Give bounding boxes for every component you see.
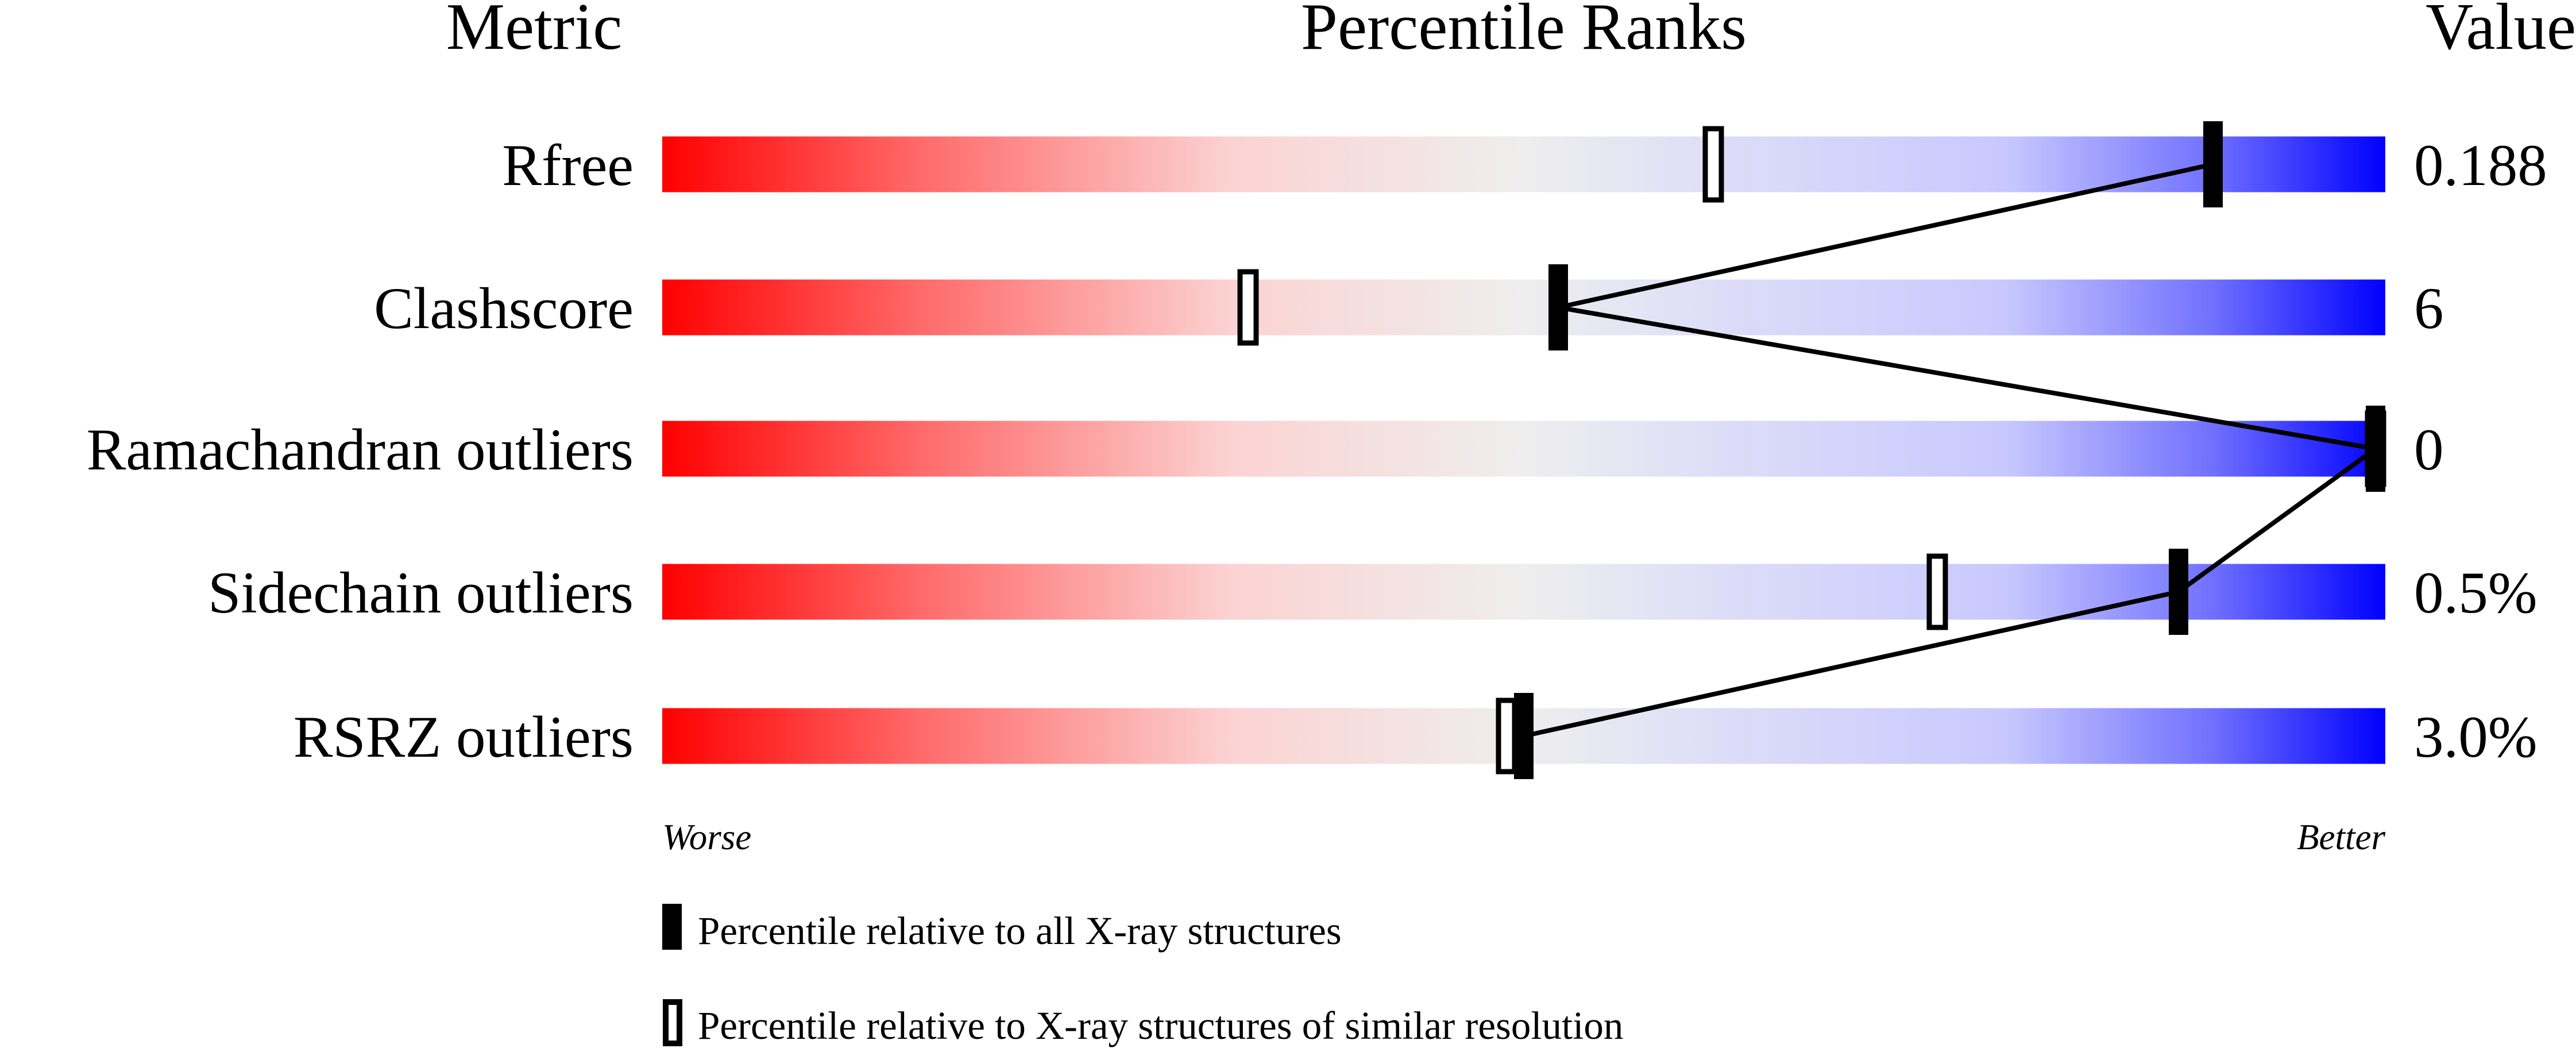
percentile-bar — [662, 279, 2385, 336]
marker-similar-resolution — [1702, 126, 1724, 203]
metric-label: Sidechain outliers — [208, 560, 634, 626]
legend-open-marker — [663, 999, 682, 1046]
percentile-bar — [662, 564, 2385, 620]
metric-label: Clashscore — [374, 276, 634, 341]
marker-all-structures — [2366, 406, 2385, 492]
marker-similar-resolution — [1926, 553, 1948, 630]
percentile-bar — [662, 136, 2385, 192]
marker-similar-resolution — [1496, 698, 1517, 775]
legend-open-label: Percentile relative to X-ray structures … — [698, 1004, 1623, 1047]
marker-all-structures — [2169, 549, 2188, 635]
better-label: Better — [2297, 817, 2385, 857]
marker-all-structures — [1514, 693, 1534, 779]
marker-all-structures — [1548, 264, 1568, 350]
metric-value: 0 — [2414, 417, 2444, 483]
marker-similar-resolution — [1237, 269, 1259, 346]
metric-value: 3.0% — [2414, 704, 2538, 770]
metric-value: 6 — [2414, 276, 2444, 341]
header-metric: Metric — [446, 0, 623, 63]
metric-value: 0.188 — [2414, 133, 2547, 198]
marker-all-structures — [2203, 121, 2223, 207]
legend-filled-marker — [662, 904, 682, 950]
percentile-bar — [662, 421, 2385, 477]
header-value: Value — [2426, 0, 2576, 63]
header-percentile: Percentile Ranks — [1301, 0, 1747, 63]
worse-label: Worse — [662, 817, 751, 857]
metric-value: 0.5% — [2414, 560, 2538, 626]
metric-label: RSRZ outliers — [293, 704, 634, 770]
metric-label: Rfree — [502, 133, 634, 198]
legend-filled-label: Percentile relative to all X-ray structu… — [698, 909, 1342, 953]
metric-label: Ramachandran outliers — [87, 417, 634, 483]
